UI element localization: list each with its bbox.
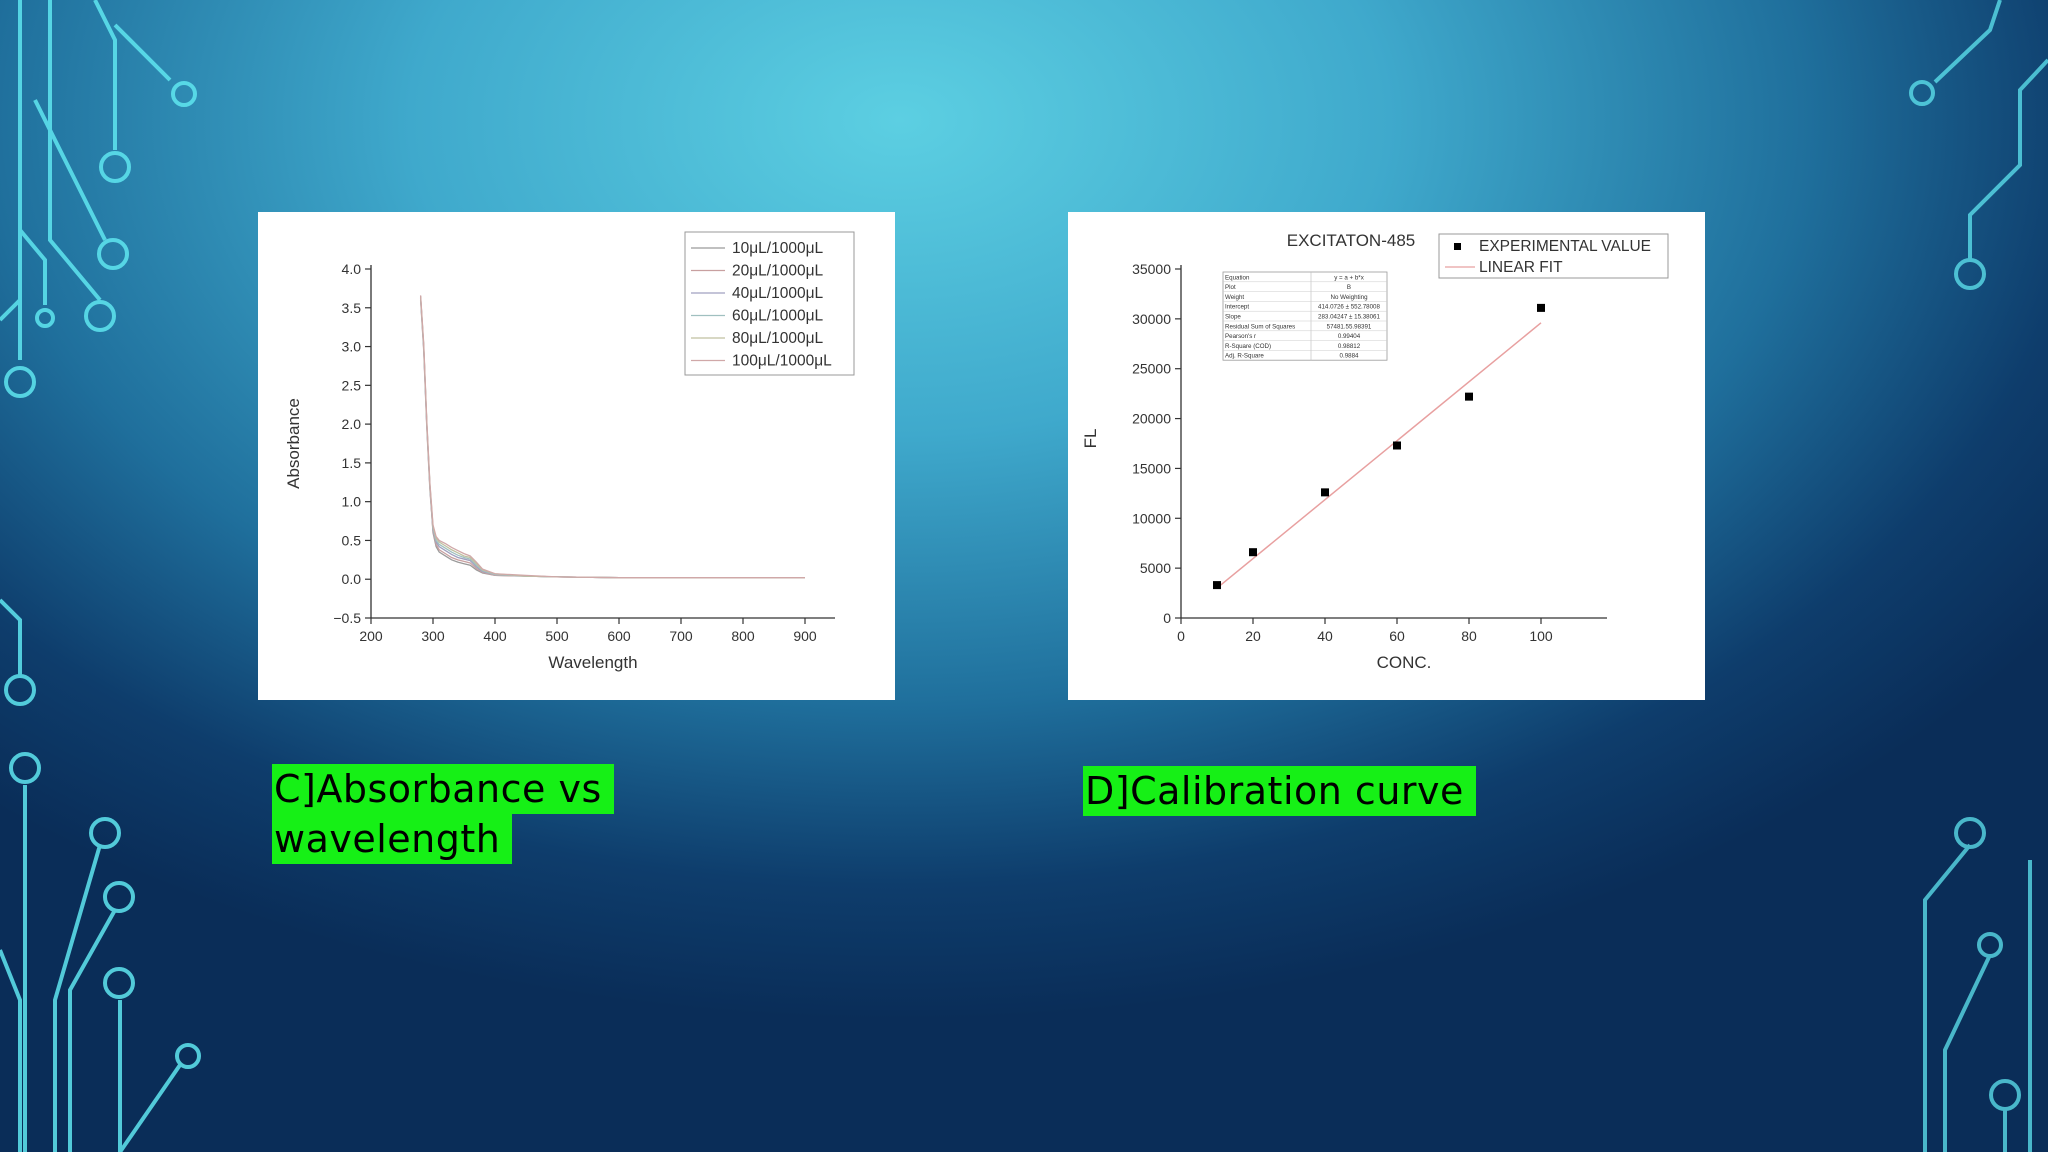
x-tick-label: 80 — [1461, 628, 1477, 644]
data-point — [1321, 488, 1329, 497]
chart-title: EXCITATON-485 — [1287, 231, 1415, 250]
caption-c-line2: wavelength — [272, 814, 513, 864]
x-tick-label: 60 — [1389, 628, 1405, 644]
stats-table-value: 0.9884 — [1340, 353, 1359, 360]
stats-table-key: Adj. R-Square — [1225, 353, 1264, 360]
caption-calibration: D]Calibration curve — [1083, 766, 1476, 816]
caption-c-line1: C]Absorbance vs — [272, 764, 614, 814]
legend-label: 60μL/1000μL — [732, 308, 824, 325]
stats-table-value: 57481.55.98391 — [1327, 323, 1372, 330]
data-point — [1249, 548, 1257, 557]
y-tick-label: 25000 — [1132, 361, 1171, 377]
stats-table-value: 414.0726 ± 552.78008 — [1318, 304, 1380, 311]
legend-label: 20μL/1000μL — [732, 263, 824, 280]
x-tick-label: 0 — [1177, 628, 1185, 644]
stats-table-key: R-Square (COD) — [1225, 343, 1271, 350]
legend-box — [1438, 233, 1669, 279]
x-tick-label: 600 — [607, 628, 631, 644]
data-point — [1465, 392, 1473, 401]
x-axis-label: Wavelength — [548, 653, 637, 672]
legend-label: 100μL/1000μL — [732, 353, 832, 370]
legend-label: 40μL/1000μL — [732, 285, 824, 302]
calibration-chart: 0 20 40 60 80 100 0 5000 10000 15000 20000 25000 300… — [1081, 231, 1669, 672]
y-axis-label: Absorbance — [284, 398, 303, 489]
x-tick-label: 800 — [731, 628, 755, 644]
y-tick-label: 10000 — [1132, 510, 1171, 526]
x-tick-label: 100 — [1529, 628, 1553, 644]
x-axis-label: CONC. — [1377, 653, 1432, 672]
calibration-chart-panel: 0 20 40 60 80 100 0 5000 10000 15000 20000 25000 300… — [1068, 212, 1705, 700]
stats-table-value: 0.99404 — [1338, 333, 1361, 340]
stats-table-key: Plot — [1225, 284, 1236, 291]
y-tick-label: 0.0 — [342, 571, 362, 587]
stats-table-key: Pearson's r — [1225, 333, 1256, 340]
x-tick-label: 20 — [1245, 628, 1261, 644]
stats-table-value: No Weighting — [1330, 294, 1368, 301]
data-point — [1213, 581, 1221, 590]
stats-table-key: Intercept — [1225, 304, 1249, 311]
x-tick-label: 900 — [793, 628, 817, 644]
legend-box — [684, 231, 855, 376]
caption-absorbance: C]Absorbance vs wavelength — [272, 764, 614, 864]
stats-table-key: Equation — [1225, 274, 1250, 281]
absorbance-chart: 200 300 400 500 600 700 800 900 −0.5 0.0 0.5 1.0 1.5… — [284, 231, 855, 672]
y-tick-label: 30000 — [1132, 311, 1171, 327]
y-tick-label: −0.5 — [333, 610, 361, 626]
x-tick-label: 700 — [669, 628, 693, 644]
y-tick-label: 1.5 — [342, 455, 362, 471]
x-tick-label: 400 — [483, 628, 507, 644]
stats-table-value: 0.98812 — [1338, 343, 1361, 350]
legend-marker — [1454, 243, 1461, 250]
stats-table-value: 283.04247 ± 15.38061 — [1318, 314, 1380, 321]
y-tick-label: 0 — [1163, 610, 1171, 626]
y-tick-label: 3.0 — [342, 339, 362, 355]
y-tick-label: 5000 — [1140, 560, 1171, 576]
stats-table-key: Weight — [1225, 294, 1244, 301]
x-tick-label: 200 — [359, 628, 383, 644]
y-tick-label: 15000 — [1132, 460, 1171, 476]
legend-label: EXPERIMENTAL VALUE — [1479, 238, 1651, 255]
y-tick-label: 2.5 — [342, 377, 362, 393]
y-tick-label: 4.0 — [342, 261, 362, 277]
x-tick-label: 40 — [1317, 628, 1333, 644]
data-point — [1537, 303, 1545, 312]
stats-table-key: Residual Sum of Squares — [1225, 323, 1295, 330]
y-tick-label: 20000 — [1132, 411, 1171, 427]
y-axis-label: FL — [1081, 429, 1100, 449]
stats-table-key: Slope — [1225, 314, 1241, 321]
legend-label: 10μL/1000μL — [732, 240, 824, 257]
series-line — [419, 295, 805, 579]
x-tick-label: 300 — [421, 628, 445, 644]
stats-table-value: B — [1347, 284, 1351, 291]
caption-d-text: D]Calibration curve — [1083, 766, 1476, 816]
y-tick-label: 1.0 — [342, 494, 362, 510]
linear-fit-line — [1216, 322, 1542, 589]
y-tick-label: 0.5 — [342, 532, 362, 548]
legend-label: 80μL/1000μL — [732, 330, 824, 347]
legend-label: LINEAR FIT — [1479, 259, 1563, 276]
stats-table-value: y = a + b*x — [1334, 274, 1364, 281]
absorbance-chart-panel: 200 300 400 500 600 700 800 900 −0.5 0.0 0.5 1.0 1.5… — [258, 212, 895, 700]
y-tick-label: 3.5 — [342, 300, 362, 316]
x-tick-label: 500 — [545, 628, 569, 644]
y-tick-label: 35000 — [1132, 261, 1171, 277]
stats-table — [1222, 271, 1388, 361]
y-tick-label: 2.0 — [342, 416, 362, 432]
data-point — [1393, 441, 1401, 450]
